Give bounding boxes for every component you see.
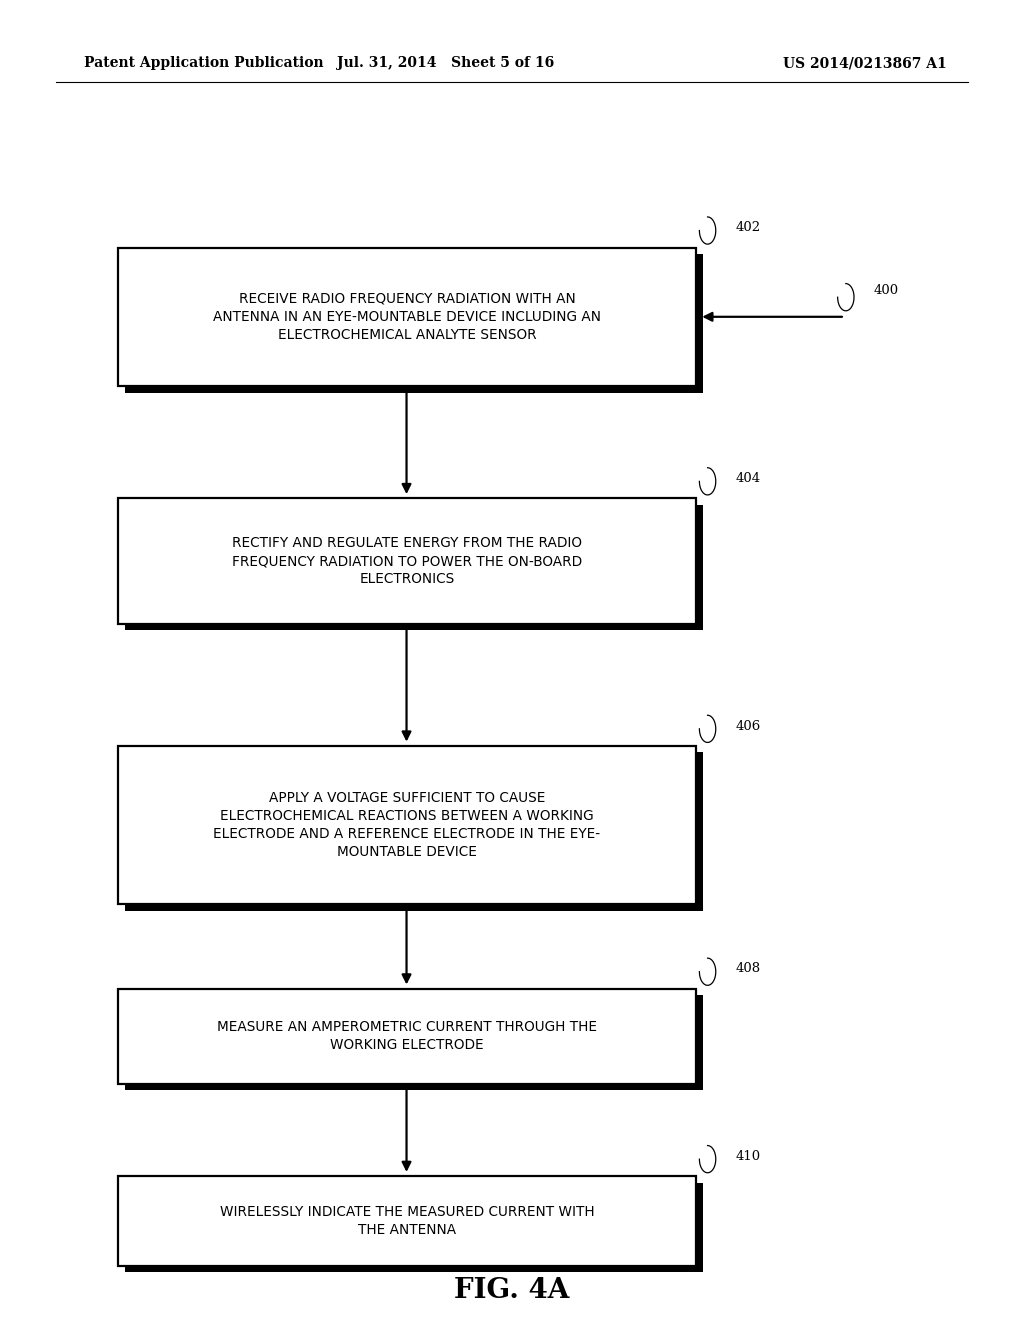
Text: MEASURE AN AMPEROMETRIC CURRENT THROUGH THE
WORKING ELECTRODE: MEASURE AN AMPEROMETRIC CURRENT THROUGH … <box>217 1020 597 1052</box>
Text: Jul. 31, 2014   Sheet 5 of 16: Jul. 31, 2014 Sheet 5 of 16 <box>337 57 554 70</box>
Text: RECEIVE RADIO FREQUENCY RADIATION WITH AN
ANTENNA IN AN EYE-MOUNTABLE DEVICE INC: RECEIVE RADIO FREQUENCY RADIATION WITH A… <box>213 292 601 342</box>
FancyBboxPatch shape <box>118 248 696 385</box>
Text: APPLY A VOLTAGE SUFFICIENT TO CAUSE
ELECTROCHEMICAL REACTIONS BETWEEN A WORKING
: APPLY A VOLTAGE SUFFICIENT TO CAUSE ELEC… <box>213 791 601 859</box>
FancyBboxPatch shape <box>125 1183 703 1272</box>
FancyBboxPatch shape <box>125 752 703 911</box>
FancyBboxPatch shape <box>125 995 703 1090</box>
Text: 410: 410 <box>735 1150 761 1163</box>
Text: WIRELESSLY INDICATE THE MEASURED CURRENT WITH
THE ANTENNA: WIRELESSLY INDICATE THE MEASURED CURRENT… <box>220 1205 594 1237</box>
Text: 404: 404 <box>735 473 761 486</box>
Text: RECTIFY AND REGULATE ENERGY FROM THE RADIO
FREQUENCY RADIATION TO POWER THE ON-B: RECTIFY AND REGULATE ENERGY FROM THE RAD… <box>232 536 582 586</box>
FancyBboxPatch shape <box>118 989 696 1084</box>
Text: 408: 408 <box>735 962 761 975</box>
Text: 402: 402 <box>735 222 761 235</box>
Text: FIG. 4A: FIG. 4A <box>455 1278 569 1304</box>
Text: Patent Application Publication: Patent Application Publication <box>84 57 324 70</box>
Text: 406: 406 <box>735 719 761 733</box>
FancyBboxPatch shape <box>118 499 696 624</box>
Text: US 2014/0213867 A1: US 2014/0213867 A1 <box>783 57 947 70</box>
FancyBboxPatch shape <box>118 1176 696 1266</box>
FancyBboxPatch shape <box>125 253 703 393</box>
FancyBboxPatch shape <box>118 746 696 904</box>
Text: 400: 400 <box>873 284 899 297</box>
FancyBboxPatch shape <box>125 506 703 631</box>
